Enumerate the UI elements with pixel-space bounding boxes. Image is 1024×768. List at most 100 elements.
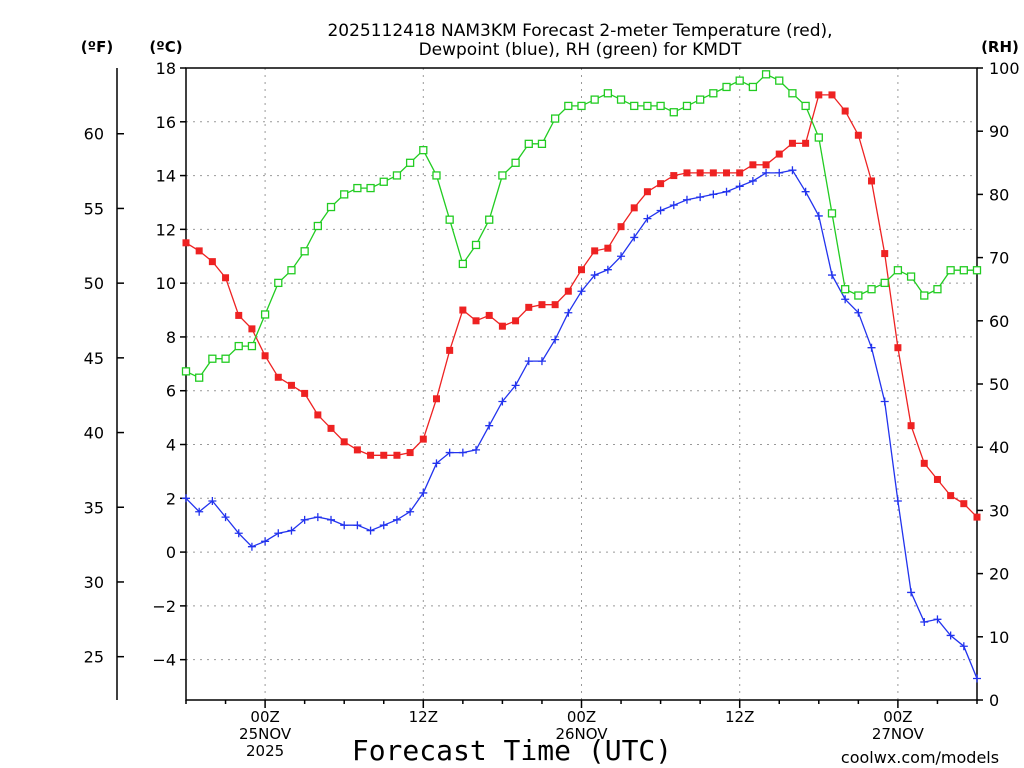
dewpoint-point xyxy=(893,496,902,505)
dewpoint-point xyxy=(775,168,784,177)
temperature-point xyxy=(683,169,691,177)
temperature-point xyxy=(591,247,599,255)
dewpoint-point xyxy=(340,521,349,530)
temperature-point xyxy=(406,449,414,457)
temperature-point xyxy=(512,317,520,325)
dewpoint-point xyxy=(709,190,718,199)
dewpoint-point xyxy=(946,631,955,640)
rh-tick-label: 100 xyxy=(989,59,1020,78)
rh-point xyxy=(959,266,968,275)
temperature-point xyxy=(301,389,309,397)
temperature-point xyxy=(564,287,572,295)
celsius-tick-label: 12 xyxy=(156,220,176,239)
rh-point xyxy=(577,101,586,111)
rh-point xyxy=(590,95,599,104)
dewpoint-point xyxy=(313,513,322,522)
celsius-tick-label: 6 xyxy=(166,382,176,401)
dewpoint-point xyxy=(182,494,190,503)
dewpoint-point xyxy=(748,176,757,185)
temperature-point xyxy=(960,500,968,508)
dewpoint-point xyxy=(814,211,823,220)
rh-point xyxy=(260,310,270,319)
temperature-point xyxy=(182,239,190,247)
dewpoint-point xyxy=(261,537,270,546)
rh-point xyxy=(432,171,441,180)
temperature-point xyxy=(578,266,585,274)
fahrenheit-tick-label: 30 xyxy=(84,573,104,592)
rh-tick-label: 60 xyxy=(989,312,1009,331)
title-line-1: 2025112418 NAM3KM Forecast 2-meter Tempe… xyxy=(327,21,832,41)
dewpoint-point xyxy=(617,252,626,261)
rh-point xyxy=(524,139,533,148)
time-tick-label: 12Z xyxy=(725,708,754,726)
rh-point xyxy=(643,101,652,111)
dewpoint-point xyxy=(392,515,401,524)
temperature-point xyxy=(894,344,902,352)
dewpoint-point xyxy=(788,166,797,175)
temperature-point xyxy=(630,204,638,212)
dewpoint-point xyxy=(379,521,388,530)
dewpoint-point xyxy=(603,265,612,274)
fahrenheit-tick-label: 45 xyxy=(84,349,104,368)
temperature-point xyxy=(525,303,533,311)
dewpoint-point xyxy=(327,515,336,524)
rh-point xyxy=(735,76,744,85)
celsius-unit-label: (ºC) xyxy=(149,38,182,56)
rh-point xyxy=(379,177,388,186)
series-layer xyxy=(181,70,982,683)
celsius-tick-label: 14 xyxy=(156,167,176,186)
rh-point xyxy=(920,291,929,300)
dewpoint-point xyxy=(630,233,639,242)
rh-point xyxy=(405,158,415,167)
rh-point xyxy=(841,285,850,294)
rh-tick-label: 50 xyxy=(989,375,1009,394)
temperature-point xyxy=(314,411,322,419)
rh-point xyxy=(485,215,494,224)
rh-point xyxy=(445,215,454,224)
credit-text: coolwx.com/models xyxy=(841,748,999,767)
time-tick-label: 12Z xyxy=(409,708,438,726)
dewpoint-series xyxy=(182,166,981,683)
time-tick-label: 25NOV xyxy=(239,725,292,743)
celsius-tick-label: 2 xyxy=(166,489,176,508)
temperature-series xyxy=(182,91,981,521)
rh-point xyxy=(392,171,402,180)
rh-point xyxy=(287,266,296,275)
temperature-point xyxy=(195,247,203,255)
dewpoint-point xyxy=(485,421,494,430)
temperature-point xyxy=(736,169,744,177)
dewpoint-point xyxy=(419,488,428,497)
rh-point xyxy=(722,82,731,92)
temperature-point xyxy=(551,301,559,309)
dewpoint-point xyxy=(247,542,256,551)
temperature-point xyxy=(340,438,348,446)
rh-tick-label: 30 xyxy=(989,501,1009,520)
rh-point xyxy=(761,70,771,79)
rh-point xyxy=(696,95,705,104)
rh-point xyxy=(603,89,613,98)
rh-tick-label: 90 xyxy=(989,122,1009,141)
temperature-point xyxy=(947,492,955,500)
rh-point xyxy=(471,240,481,250)
rh-point xyxy=(893,266,903,275)
rh-point xyxy=(208,354,217,363)
time-tick-label: 00Z xyxy=(567,708,596,726)
rh-point xyxy=(775,76,784,85)
temperature-point xyxy=(367,451,375,459)
temperature-point xyxy=(538,301,546,309)
temperature-point xyxy=(775,150,783,158)
rh-point xyxy=(630,101,639,111)
rh-point xyxy=(827,209,837,218)
dewpoint-point xyxy=(472,445,481,454)
dewpoint-point xyxy=(524,357,533,366)
temperature-point xyxy=(393,451,401,459)
rh-point xyxy=(537,139,547,148)
temperature-point xyxy=(854,131,862,139)
temperature-point xyxy=(802,139,810,147)
rh-point xyxy=(946,266,955,275)
dewpoint-point xyxy=(735,182,744,191)
dewpoint-point xyxy=(696,193,705,202)
rh-point xyxy=(748,82,758,92)
rh-point xyxy=(972,266,982,275)
